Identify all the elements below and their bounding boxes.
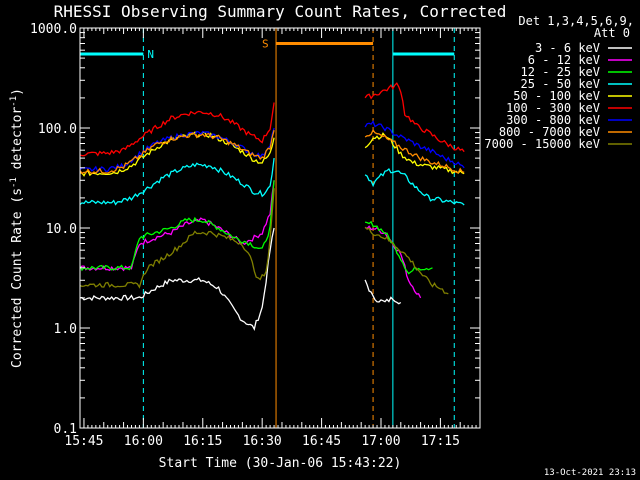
legend-label-8: 7000 - 15000 keV [484,137,600,151]
legend-header-2: Att 0 [594,26,630,40]
y-axis-label-sup2: -1 [9,96,19,107]
marker-label-5: S [262,37,269,50]
plot-frame [79,27,481,429]
series-line-0-seg1 [79,227,275,332]
y-axis-label-sup1: -1 [9,177,19,188]
series-line-6-seg2 [364,120,465,169]
legend-label-7: 800 - 7000 keV [499,125,600,139]
y-tick-label-2: 10.0 [46,222,77,237]
series-line-8-seg1 [79,188,275,289]
chart-title: RHESSI Observing Summary Count Rates, Co… [54,2,507,21]
y-axis-label: Corrected Count Rate (s-1 detector-1) [9,88,25,368]
x-tick-label-3: 16:30 [243,434,282,449]
series-line-7-seg2 [364,128,465,174]
series-layer [79,82,465,332]
marker-label-2: N [147,48,154,61]
series-line-4-seg1 [79,131,275,177]
x-tick-label-6: 17:15 [421,434,460,449]
series-line-3-seg1 [79,158,275,206]
y-tick-label-0: 0.1 [54,422,77,437]
legend-header-1: Det 1,3,4,5,6,9, [518,14,634,28]
x-axis: 15:45 16:00 16:15 16:30 16:45 17:00 17:15 [64,28,481,449]
y-axis-label-end: ) [10,88,25,96]
x-tick-label-2: 16:15 [183,434,222,449]
series-line-2-seg1 [79,180,275,272]
series-line-7-seg1 [79,130,275,175]
series-line-5-seg1 [79,102,275,157]
legend-label-4: 50 - 100 keV [513,89,600,103]
series-line-1-seg1 [79,180,275,272]
series-line-3-seg2 [364,167,465,206]
series-line-0-seg2 [364,279,402,305]
y-axis-label-main: Corrected Count Rate (s [10,188,25,368]
x-axis-label: Start Time (30-Jan-06 15:43:22) [159,456,402,471]
y-axis: 0.1 1.0 10.0 100.0 1000.0 [30,22,480,437]
x-tick-label-1: 16:00 [124,434,163,449]
x-tick-label-5: 17:00 [361,434,400,449]
legend-label-3: 25 - 50 keV [521,77,600,91]
x-tick-label-4: 16:45 [302,434,341,449]
y-axis-label-mid: detector [10,107,25,178]
y-tick-label-4: 1000.0 [30,22,77,37]
legend-label-2: 12 - 25 keV [521,65,600,79]
series-line-8-seg2 [364,226,449,295]
footer-timestamp: 13-Oct-2021 23:13 [544,468,636,478]
legend-label-1: 6 - 12 keV [528,53,600,67]
legend-label-5: 100 - 300 keV [506,101,600,115]
marker-layer: NS [79,28,455,428]
legend-label-6: 300 - 800 keV [506,113,600,127]
series-line-6-seg1 [79,127,275,173]
y-tick-label-1: 1.0 [54,322,77,337]
legend-label-0: 3 - 6 keV [535,41,600,55]
series-line-2-seg2 [364,220,433,275]
x-tick-label-0: 15:45 [64,434,103,449]
series-line-5-seg2 [364,82,465,153]
y-tick-label-3: 100.0 [38,122,77,137]
